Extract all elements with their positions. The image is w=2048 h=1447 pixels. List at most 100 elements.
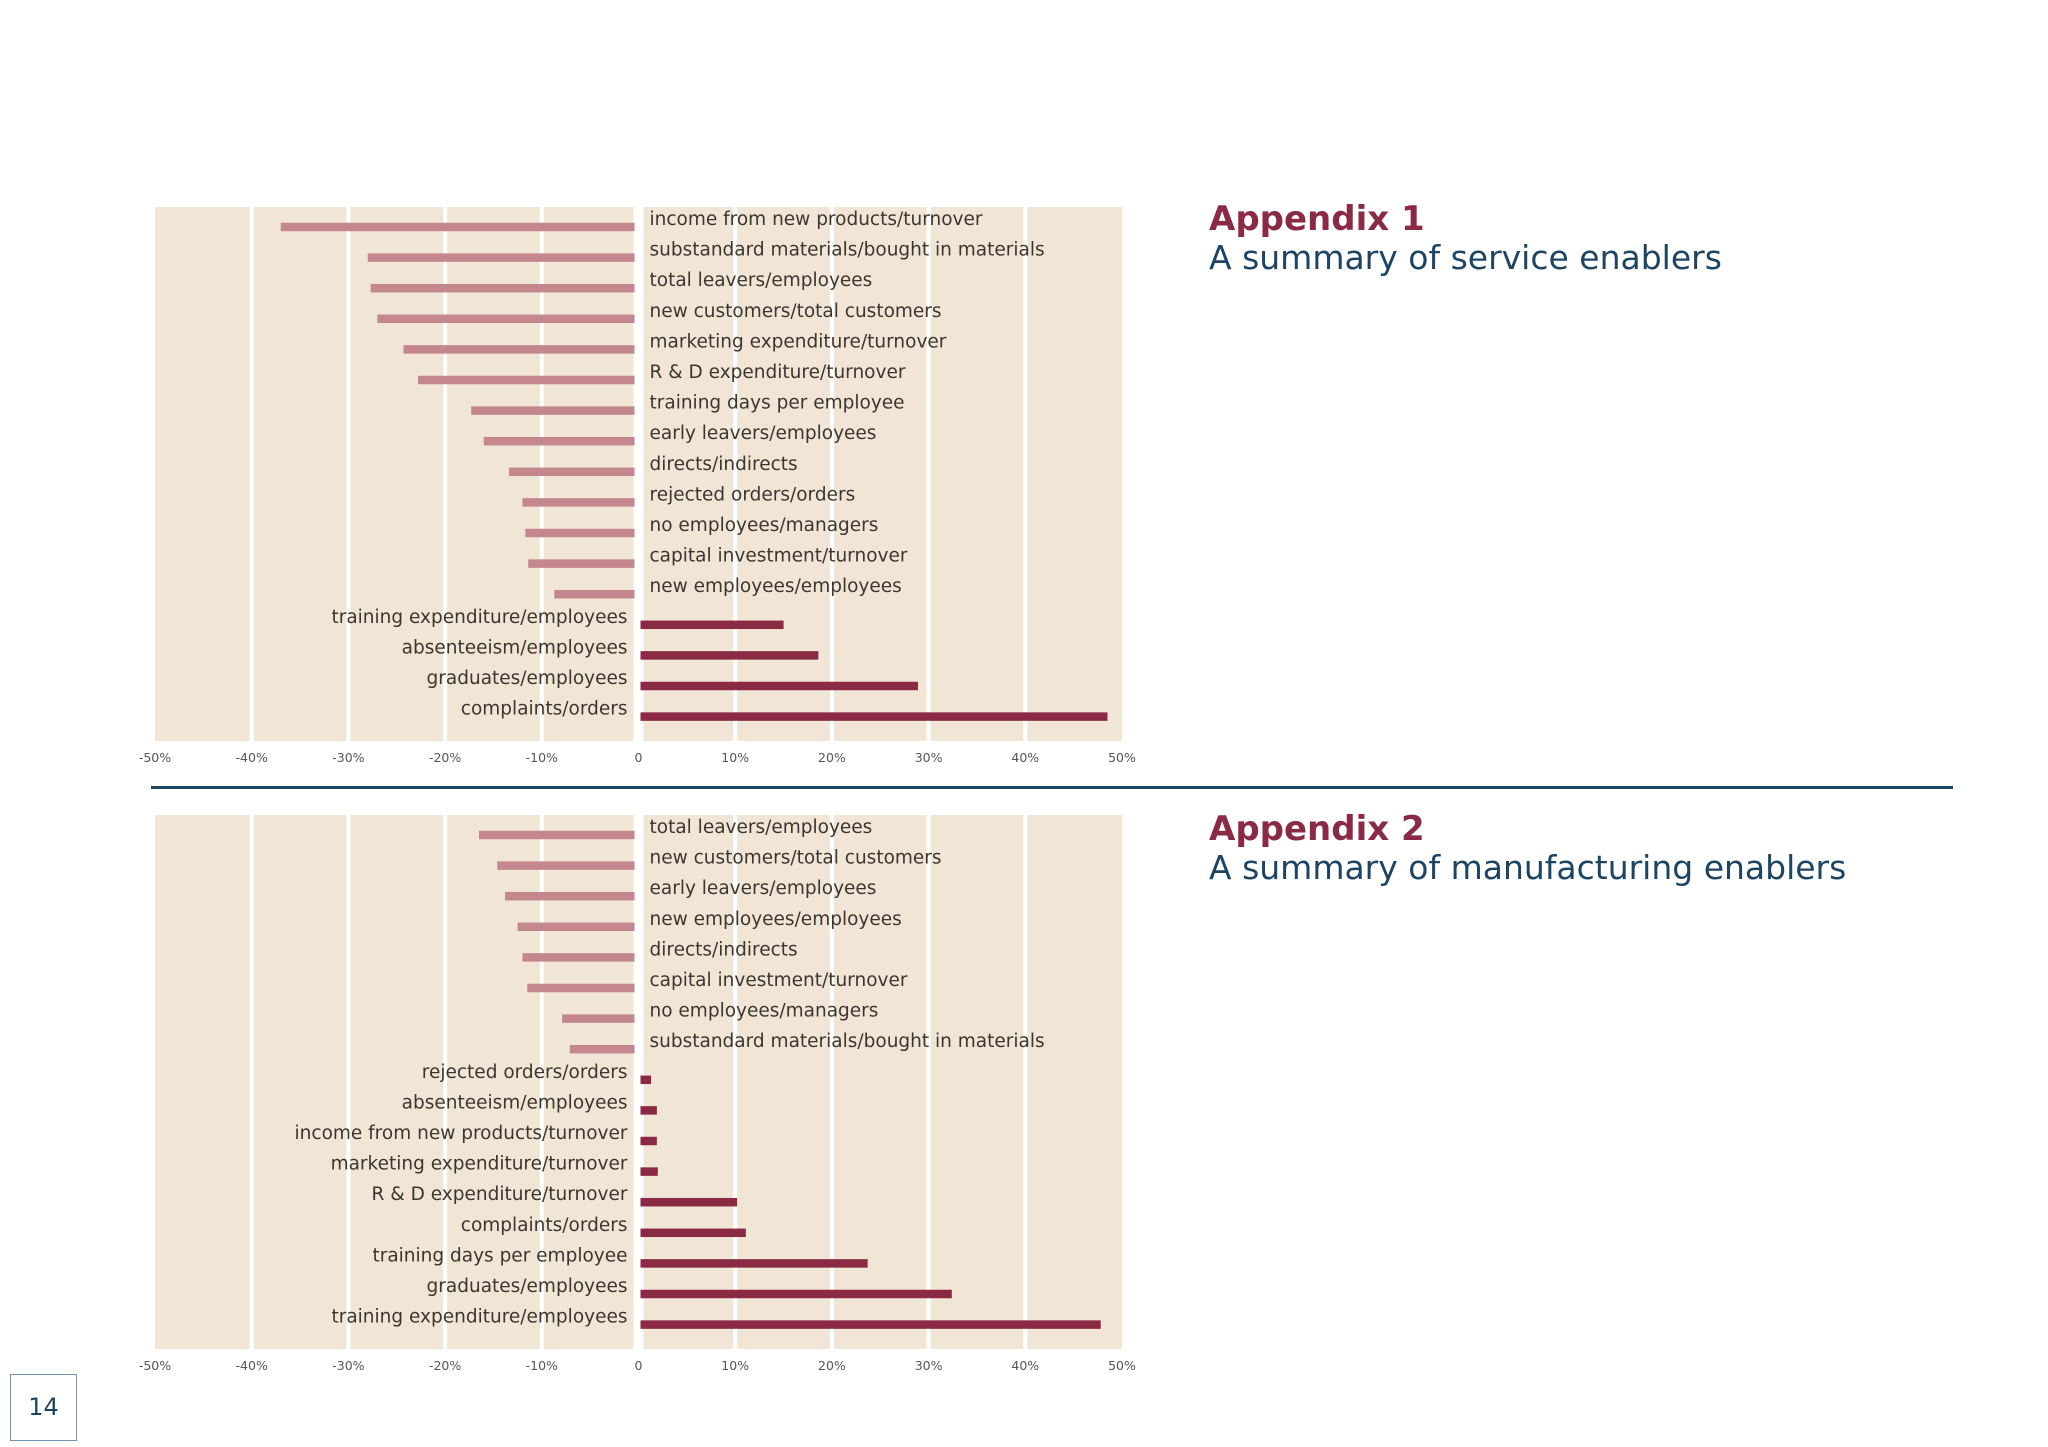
manufacturing-category-label: early leavers/employees (650, 878, 877, 899)
service-bar (640, 681, 918, 691)
service-category-label: complaints/orders (461, 699, 628, 720)
service-tick-label: -40% (236, 750, 268, 765)
manufacturing-bar (562, 1014, 635, 1023)
manufacturing-bar (640, 1167, 658, 1176)
manufacturing-category-label: complaints/orders (461, 1215, 628, 1236)
manufacturing-category-label: training expenditure/employees (331, 1307, 627, 1328)
appendix-2-heading: Appendix 2 A summary of manufacturing en… (1209, 810, 1846, 888)
manufacturing-tick-label: -30% (332, 1358, 364, 1373)
manufacturing-tick-label: 10% (721, 1358, 749, 1373)
manufacturing-bar (640, 1320, 1101, 1329)
appendix-2-number: Appendix 2 (1209, 809, 1425, 849)
manufacturing-enablers-chart: -50% -40% -30% -20% -10% 0 10% 20% 30% 40% 50% tota… (0, 768, 1200, 1373)
service-bar (370, 283, 635, 293)
service-zero-line (633, 207, 644, 741)
manufacturing-category-label: absenteeism/employees (402, 1092, 628, 1113)
service-bar (418, 375, 635, 385)
manufacturing-category-label: training days per employee (372, 1245, 627, 1266)
service-category-label: early leavers/employees (650, 423, 877, 444)
manufacturing-category-label: new employees/employees (650, 909, 902, 930)
manufacturing-tick-label: -10% (526, 1358, 558, 1373)
service-bar (528, 559, 635, 568)
service-bar (640, 712, 1108, 721)
manufacturing-bar (640, 1136, 657, 1146)
service-category-label: no employees/managers (650, 515, 879, 536)
manufacturing-category-label: directs/indirects (650, 939, 798, 960)
manufacturing-tick-label: 0 (635, 1358, 643, 1373)
service-svg: -50% -40% -30% -20% -10% 0 10% 20% 30% 40% 50% inco… (139, 207, 1136, 765)
service-category-label: substandard materials/bought in material… (650, 240, 1045, 261)
manufacturing-bar (522, 953, 635, 962)
manufacturing-category-label: total leavers/employees (650, 817, 873, 838)
section-divider (151, 786, 1953, 789)
service-category-label: absenteeism/employees (402, 637, 628, 658)
manufacturing-bar (640, 1289, 952, 1299)
manufacturing-category-label: no employees/managers (650, 1001, 879, 1022)
service-tick-label: -10% (526, 750, 558, 765)
service-enablers-chart: -50% -40% -30% -20% -10% 0 10% 20% 30% 40% 50% inco… (0, 160, 1200, 765)
service-category-label: income from new products/turnover (650, 209, 983, 230)
service-tick-label: 30% (915, 750, 943, 765)
manufacturing-tick-label: 20% (818, 1358, 846, 1373)
manufacturing-tick-label: -50% (139, 1358, 171, 1373)
manufacturing-category-label: marketing expenditure/turnover (331, 1154, 628, 1175)
service-category-label: training days per employee (650, 393, 905, 414)
manufacturing-bar (478, 830, 635, 840)
service-tick-label: 40% (1011, 750, 1039, 765)
manufacturing-category-label: rejected orders/orders (422, 1062, 628, 1083)
manufacturing-tick-label: 50% (1108, 1358, 1136, 1373)
service-bar (522, 498, 635, 507)
appendix-1-subtitle: A summary of service enablers (1209, 238, 1722, 277)
manufacturing-bar (640, 1228, 746, 1238)
service-tick-label: -20% (429, 750, 461, 765)
manufacturing-category-label: capital investment/turnover (650, 970, 908, 991)
manufacturing-bar (517, 922, 635, 932)
service-category-label: total leavers/employees (650, 270, 873, 291)
service-bar (640, 651, 819, 660)
manufacturing-tick-label: -20% (429, 1358, 461, 1373)
manufacturing-category-label: income from new products/turnover (295, 1123, 628, 1144)
appendix-1-heading: Appendix 1 A summary of service enablers (1209, 200, 1722, 278)
service-category-label: graduates/employees (427, 668, 628, 689)
service-category-label: new customers/total customers (650, 301, 942, 322)
service-category-label: marketing expenditure/turnover (650, 331, 947, 352)
manufacturing-bar (505, 891, 635, 901)
service-bar (525, 528, 635, 538)
manufacturing-bar (640, 1075, 652, 1085)
service-category-label: training expenditure/employees (331, 607, 627, 628)
manufacturing-category-label: new customers/total customers (650, 848, 942, 869)
service-bar (367, 253, 635, 262)
manufacturing-bar (569, 1044, 635, 1054)
service-bar (403, 345, 635, 354)
service-category-label: new employees/employees (650, 576, 902, 597)
service-bar (471, 406, 635, 415)
manufacturing-bar (497, 861, 635, 870)
service-tick-label: 0 (635, 750, 643, 765)
manufacturing-svg: -50% -40% -30% -20% -10% 0 10% 20% 30% 40% 50% tota… (139, 815, 1136, 1373)
manufacturing-category-label: graduates/employees (427, 1276, 628, 1297)
service-tick-label: 20% (818, 750, 846, 765)
service-bar (554, 589, 635, 599)
service-bar (280, 222, 635, 232)
manufacturing-bar (527, 983, 635, 993)
service-tick-label: 50% (1108, 750, 1136, 765)
page-number: 14 (10, 1374, 77, 1441)
manufacturing-category-label: R & D expenditure/turnover (372, 1184, 628, 1205)
manufacturing-bar (640, 1259, 868, 1268)
service-category-label: capital investment/turnover (650, 546, 908, 567)
manufacturing-tick-label: 40% (1011, 1358, 1039, 1373)
appendix-2-subtitle: A summary of manufacturing enablers (1209, 848, 1847, 887)
manufacturing-zero-line (633, 815, 644, 1349)
service-bar (377, 314, 635, 324)
manufacturing-tick-label: 30% (915, 1358, 943, 1373)
appendix-1-number: Appendix 1 (1209, 199, 1425, 239)
service-category-label: rejected orders/orders (650, 484, 856, 505)
service-tick-label: 10% (721, 750, 749, 765)
manufacturing-category-label: substandard materials/bought in material… (650, 1031, 1045, 1052)
manufacturing-bar (640, 1106, 657, 1115)
manufacturing-bar (640, 1197, 738, 1207)
service-tick-label: -50% (139, 750, 171, 765)
service-bar (483, 436, 635, 446)
service-tick-label: -30% (332, 750, 364, 765)
service-category-label: directs/indirects (650, 454, 798, 475)
